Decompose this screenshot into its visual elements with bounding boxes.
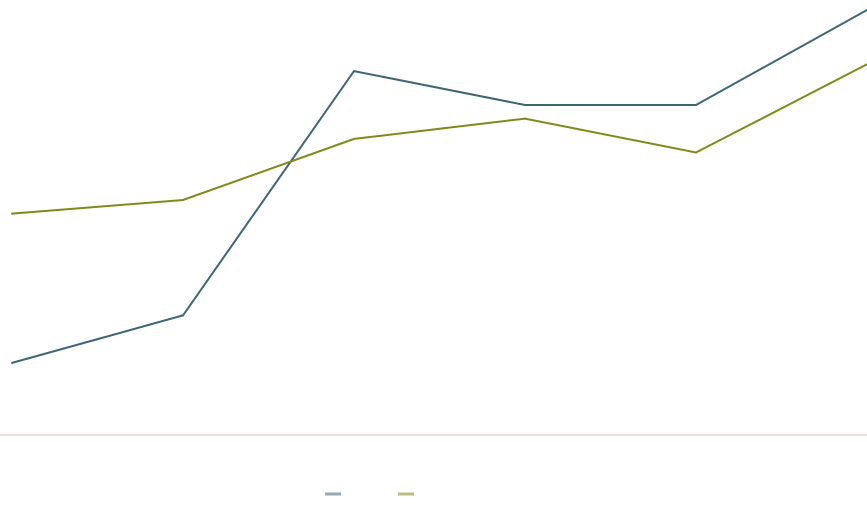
series-group: [11, 9, 867, 364]
data-point: [182, 314, 184, 317]
series-line-2: [11, 63, 867, 215]
data-point: [524, 117, 526, 120]
data-point: [182, 199, 184, 201]
data-point: [524, 104, 526, 106]
data-point: [353, 137, 355, 140]
series-line-1: [11, 9, 867, 364]
data-point: [353, 70, 355, 73]
data-point: [11, 361, 13, 364]
data-point: [11, 212, 13, 215]
data-point: [695, 104, 697, 106]
data-point: [695, 151, 697, 154]
